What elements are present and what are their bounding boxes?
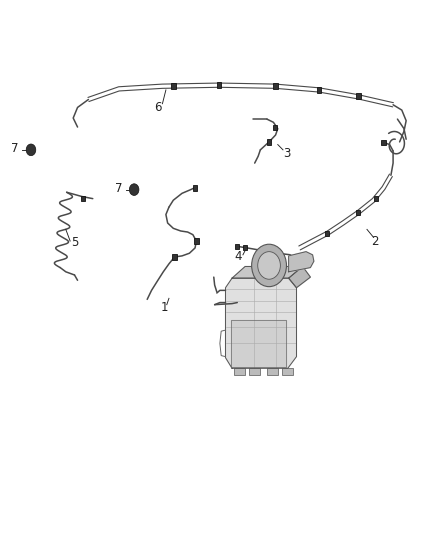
Polygon shape [289, 266, 311, 288]
Text: 5: 5 [71, 236, 78, 249]
Bar [243, 245, 247, 250]
Text: 3: 3 [283, 147, 290, 159]
Bar [317, 87, 321, 93]
Text: 4: 4 [235, 251, 242, 263]
Bar [282, 368, 293, 375]
Text: 7: 7 [115, 182, 122, 195]
Bar [173, 254, 177, 260]
Polygon shape [226, 278, 297, 368]
Bar [267, 139, 271, 144]
Bar [193, 185, 197, 191]
Circle shape [252, 244, 286, 287]
Bar [267, 368, 278, 375]
Polygon shape [231, 319, 286, 367]
Polygon shape [232, 266, 303, 278]
Circle shape [258, 252, 280, 279]
Text: 1: 1 [161, 301, 168, 314]
Text: 2: 2 [371, 235, 378, 247]
Bar [272, 125, 277, 130]
Bar [235, 244, 240, 249]
Bar [194, 238, 198, 244]
Polygon shape [289, 252, 314, 272]
Bar [81, 196, 85, 201]
Bar [273, 83, 278, 89]
Bar [234, 368, 245, 375]
Bar [325, 231, 329, 236]
Bar [250, 368, 260, 375]
Bar [217, 82, 221, 88]
Text: 6: 6 [154, 101, 162, 114]
Circle shape [129, 184, 139, 196]
Bar [356, 93, 360, 99]
Circle shape [26, 144, 36, 156]
Bar [374, 196, 378, 201]
Bar [356, 210, 360, 215]
Bar [381, 140, 386, 145]
Text: 7: 7 [11, 142, 19, 155]
Bar [171, 83, 176, 89]
